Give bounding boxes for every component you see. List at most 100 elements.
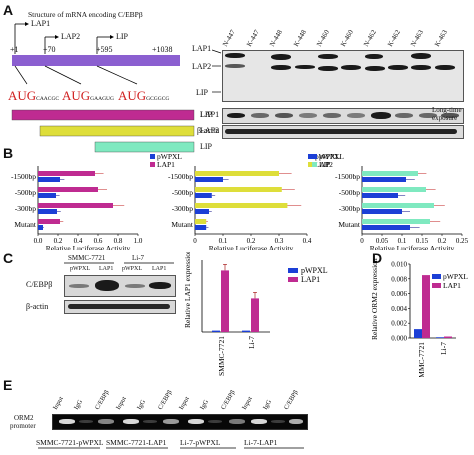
d-tick-label: 0.006: [391, 290, 407, 298]
b-legend-2: LAP2: [315, 160, 333, 169]
b-bar-lap2: [195, 187, 282, 192]
b-tick-label: 0.1: [398, 237, 407, 245]
c-legend-pwpxl: pWPXL: [301, 266, 328, 275]
e-group-3: Li-7-pWPXL: [180, 438, 221, 447]
c-category-label: SMMC-7721: [217, 336, 226, 376]
b-legend-pwpxl: pWPXL: [157, 152, 182, 161]
b-x-label: Relative Luciferase Activity: [46, 244, 131, 250]
pos-1038: +1038: [152, 45, 173, 54]
c-legend-swatch-pwpxl: [288, 268, 298, 273]
b-bar-pwpxl: [38, 225, 43, 230]
b-tick-label: 0.2: [54, 237, 63, 245]
pos-595: +595: [96, 45, 113, 54]
e-lane-label: Input: [240, 395, 254, 411]
exposure-label: exposure: [432, 114, 458, 122]
b-bar-lap1: [38, 187, 98, 192]
b-bar-pwpxl: [195, 177, 223, 182]
b-tick-label: 0.1: [219, 237, 228, 245]
c-blot-actin: [64, 300, 176, 314]
bar-lap1-label: LAP1: [200, 110, 220, 119]
panel-label-c: C: [3, 250, 14, 266]
b-category-label: -500bp: [172, 188, 193, 197]
c-lane-4: LAP1: [152, 266, 167, 272]
e-lane-label: IgG: [72, 398, 85, 411]
e-row-label-2: promoter: [10, 422, 36, 430]
b-tick-label: 0.05: [376, 237, 389, 245]
b-tick-label: 0.2: [247, 237, 256, 245]
d-y-label: Relative ORM2 expression: [370, 258, 379, 340]
c-bar-lap1: [251, 298, 259, 332]
b-tick-label: 0.4: [74, 237, 83, 245]
b-tick-label: 0: [360, 237, 364, 245]
blot-lane-label: N-463: [409, 28, 425, 48]
panel-label-e: E: [3, 377, 13, 393]
d-legend-pwpxl: pWPXL: [443, 272, 468, 281]
bar-lap2-label: LAP2: [200, 126, 220, 135]
b-bar-pwpxl: [362, 209, 402, 214]
b-bar-lap2: [195, 171, 279, 176]
c-row-cebpb: C/EBPβ: [26, 280, 53, 289]
c-cell-label-1: SMMC-7721: [68, 254, 106, 262]
d-bar-pwpxl: [436, 337, 444, 338]
b-category-label: -500bp: [339, 188, 360, 197]
d-legend-swatch-lap1: [432, 283, 441, 288]
e-lane-label: C/EBPβ: [282, 388, 300, 411]
b-chart-2: 0 0.1 0.2 0.3 0.4 Relative Luciferase Activit…: [168, 152, 340, 250]
b-bar-lip: [362, 219, 430, 224]
blot-lip-label: LIP: [196, 88, 208, 97]
b-legend-swatch-pwpxl: [312, 154, 317, 159]
b-legend-swatch-2: [308, 162, 313, 167]
b-category-label: -500bp: [15, 188, 36, 197]
b-legend-2: LIP: [319, 160, 330, 169]
mrna-structure-title: Structure of mRNA encoding C/EBPβ: [28, 10, 143, 19]
b-bar-lip: [362, 171, 418, 176]
b-tick-label: 0.4: [303, 237, 312, 245]
b-bar-pwpxl: [362, 177, 406, 182]
c-bar-pwpxl: [242, 330, 250, 332]
c-blot-cebpb: [64, 275, 176, 297]
d-tick-label: 0.010: [391, 261, 407, 269]
e-lane-label: IgG: [261, 398, 274, 411]
b-bar-lap2: [195, 219, 207, 224]
b-category-label: Mutant: [338, 220, 361, 229]
b-bar-pwpxl: [362, 225, 410, 230]
b-legend-swatch-pwpxl: [150, 154, 155, 159]
b-bar-lip: [362, 187, 426, 192]
pos-lip-label: LIP: [116, 32, 128, 41]
blot-lane-label: K-460: [338, 28, 355, 48]
b-bar-lip: [362, 203, 434, 208]
blot-lap1-label: LAP1: [192, 44, 212, 53]
pos-70: +70: [43, 45, 56, 54]
c-bar-pwpxl: [212, 330, 220, 332]
b-bar-pwpxl: [362, 193, 398, 198]
mrna-diagram: [11, 22, 195, 153]
pos-start: +1: [10, 45, 19, 54]
d-bar-lap1: [444, 336, 452, 338]
e-lane-label: Input: [114, 395, 128, 411]
d-category-label: SMMC-7721: [417, 342, 426, 377]
d-tick-label: 0.000: [391, 335, 407, 343]
b-legend-pwpxl: pWPXL: [319, 152, 344, 161]
b-tick-label: 0.6: [94, 237, 103, 245]
b-bar-pwpxl: [38, 193, 56, 198]
blot-actin: [222, 125, 464, 139]
e-lane-label: C/EBPβ: [219, 388, 237, 411]
b-bar-pwpxl: [195, 209, 209, 214]
long-time-label: Long-time: [432, 106, 462, 114]
blot-main: [222, 50, 464, 102]
b-category-label: -300bp: [15, 204, 36, 213]
e-lane-label: Input: [177, 395, 191, 411]
b-tick-label: 0.25: [456, 237, 469, 245]
b-category-label: Mutant: [171, 220, 194, 229]
e-lane-label: Input: [51, 395, 65, 411]
d-tick-label: 0.002: [391, 320, 407, 328]
d-legend-swatch-pwpxl: [432, 274, 441, 279]
e-group-2: SMMC-7721-LAP1: [106, 438, 167, 447]
d-legend-lap1: LAP1: [443, 281, 461, 290]
b-category-label: Mutant: [14, 220, 37, 229]
bar-lip-label: LIP: [200, 142, 212, 151]
e-group-lines: [38, 447, 304, 449]
aug-site-3: AUGGCGGCG: [118, 88, 170, 103]
b-bar-lap1: [38, 219, 60, 224]
